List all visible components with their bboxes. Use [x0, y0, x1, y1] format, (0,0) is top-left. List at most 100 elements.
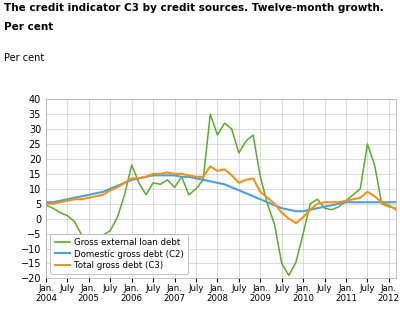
Domestic gross debt (C2) [236, 188, 241, 192]
Domestic gross debt (C2) [365, 200, 370, 204]
Gross external loan debt [72, 220, 77, 224]
Total gross debt (C3) [394, 208, 398, 212]
Domestic gross debt (C2) [72, 196, 77, 200]
Gross external loan debt [65, 214, 70, 218]
Text: Per cent: Per cent [4, 53, 44, 63]
Total gross debt (C3) [194, 175, 198, 179]
Total gross debt (C3) [272, 202, 277, 206]
Total gross debt (C3) [251, 176, 256, 180]
Gross external loan debt [208, 112, 213, 116]
Text: Per cent: Per cent [4, 22, 53, 32]
Gross external loan debt [179, 175, 184, 179]
Domestic gross debt (C2) [129, 178, 134, 182]
Domestic gross debt (C2) [208, 180, 213, 183]
Domestic gross debt (C2) [372, 200, 377, 204]
Total gross debt (C3) [79, 197, 84, 201]
Total gross debt (C3) [58, 200, 63, 204]
Gross external loan debt [194, 187, 198, 191]
Domestic gross debt (C2) [358, 200, 363, 204]
Domestic gross debt (C2) [194, 176, 198, 180]
Domestic gross debt (C2) [158, 173, 163, 177]
Line: Total gross debt (C3): Total gross debt (C3) [46, 166, 396, 223]
Total gross debt (C3) [179, 172, 184, 176]
Total gross debt (C3) [229, 173, 234, 177]
Gross external loan debt [265, 202, 270, 206]
Total gross debt (C3) [351, 197, 356, 201]
Domestic gross debt (C2) [336, 202, 341, 206]
Domestic gross debt (C2) [272, 203, 277, 207]
Domestic gross debt (C2) [201, 178, 206, 182]
Total gross debt (C3) [244, 178, 248, 182]
Total gross debt (C3) [122, 181, 127, 185]
Domestic gross debt (C2) [294, 209, 298, 213]
Domestic gross debt (C2) [315, 206, 320, 210]
Gross external loan debt [86, 236, 91, 240]
Domestic gross debt (C2) [144, 175, 148, 179]
Gross external loan debt [344, 199, 348, 203]
Gross external loan debt [44, 203, 48, 207]
Total gross debt (C3) [108, 188, 113, 192]
Domestic gross debt (C2) [108, 187, 113, 191]
Total gross debt (C3) [208, 164, 213, 168]
Gross external loan debt [201, 178, 206, 182]
Total gross debt (C3) [165, 171, 170, 174]
Gross external loan debt [379, 202, 384, 206]
Domestic gross debt (C2) [172, 173, 177, 177]
Domestic gross debt (C2) [179, 175, 184, 179]
Total gross debt (C3) [151, 172, 156, 176]
Gross external loan debt [129, 163, 134, 167]
Gross external loan debt [308, 202, 313, 206]
Total gross debt (C3) [222, 167, 227, 171]
Text: The credit indicator C3 by credit sources. Twelve-month growth.: The credit indicator C3 by credit source… [4, 3, 384, 13]
Gross external loan debt [372, 163, 377, 167]
Gross external loan debt [294, 260, 298, 264]
Domestic gross debt (C2) [65, 197, 70, 201]
Gross external loan debt [144, 193, 148, 197]
Domestic gross debt (C2) [215, 181, 220, 185]
Total gross debt (C3) [94, 194, 98, 198]
Total gross debt (C3) [115, 185, 120, 189]
Domestic gross debt (C2) [251, 194, 256, 198]
Total gross debt (C3) [279, 211, 284, 215]
Gross external loan debt [258, 175, 263, 179]
Gross external loan debt [229, 127, 234, 131]
Domestic gross debt (C2) [94, 191, 98, 195]
Domestic gross debt (C2) [51, 200, 56, 204]
Domestic gross debt (C2) [379, 200, 384, 204]
Total gross debt (C3) [158, 172, 163, 176]
Total gross debt (C3) [372, 194, 377, 198]
Gross external loan debt [336, 205, 341, 209]
Gross external loan debt [136, 181, 141, 185]
Gross external loan debt [394, 206, 398, 210]
Total gross debt (C3) [86, 196, 91, 200]
Total gross debt (C3) [336, 200, 341, 204]
Total gross debt (C3) [386, 203, 391, 207]
Total gross debt (C3) [201, 175, 206, 179]
Domestic gross debt (C2) [101, 190, 106, 194]
Domestic gross debt (C2) [386, 200, 391, 204]
Domestic gross debt (C2) [151, 173, 156, 177]
Gross external loan debt [108, 229, 113, 233]
Line: Gross external loan debt: Gross external loan debt [46, 114, 396, 276]
Total gross debt (C3) [129, 176, 134, 180]
Gross external loan debt [51, 206, 56, 210]
Gross external loan debt [236, 151, 241, 155]
Gross external loan debt [215, 133, 220, 137]
Domestic gross debt (C2) [344, 200, 348, 204]
Gross external loan debt [279, 261, 284, 265]
Total gross debt (C3) [258, 190, 263, 194]
Domestic gross debt (C2) [229, 185, 234, 189]
Domestic gross debt (C2) [165, 173, 170, 177]
Gross external loan debt [329, 208, 334, 212]
Domestic gross debt (C2) [258, 197, 263, 201]
Gross external loan debt [272, 223, 277, 227]
Domestic gross debt (C2) [322, 205, 327, 209]
Domestic gross debt (C2) [186, 175, 191, 179]
Domestic gross debt (C2) [301, 209, 306, 213]
Gross external loan debt [94, 241, 98, 244]
Gross external loan debt [58, 211, 63, 215]
Total gross debt (C3) [344, 199, 348, 203]
Domestic gross debt (C2) [79, 194, 84, 198]
Domestic gross debt (C2) [329, 203, 334, 207]
Gross external loan debt [315, 197, 320, 201]
